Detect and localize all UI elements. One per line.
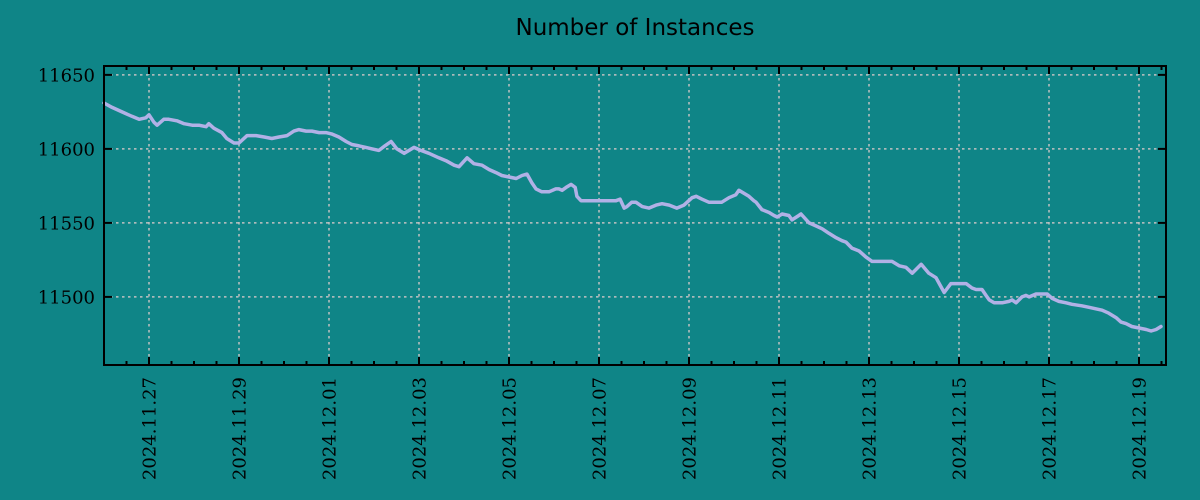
x-tick-label: 2024.12.15 xyxy=(950,377,971,480)
x-tick-label: 2024.12.07 xyxy=(590,377,611,480)
y-tick-label: 11650 xyxy=(38,65,95,86)
x-tick-label: 2024.12.05 xyxy=(500,377,521,480)
x-tick-label: 2024.12.11 xyxy=(770,377,791,480)
x-tick-label: 2024.12.03 xyxy=(410,377,431,480)
x-tick-label: 2024.11.29 xyxy=(230,377,251,480)
x-tick-label: 2024.12.13 xyxy=(860,377,881,480)
y-tick-label: 11550 xyxy=(38,213,95,234)
x-tick-label: 2024.12.01 xyxy=(320,377,341,480)
x-tick-label: 2024.11.27 xyxy=(140,377,161,480)
y-axis-tick-labels: 11500 11550 11600 11650 xyxy=(38,65,95,308)
x-axis-tick-labels: 2024.11.27 2024.11.29 2024.12.01 2024.12.03… xyxy=(140,377,1151,480)
y-tick-label: 11600 xyxy=(38,139,95,160)
x-tick-label: 2024.12.17 xyxy=(1040,377,1061,480)
y-tick-label: 11500 xyxy=(38,287,95,308)
plot-border xyxy=(103,65,1167,366)
x-tick-label: 2024.12.19 xyxy=(1130,377,1151,480)
series-line-instances xyxy=(102,101,1163,333)
gridlines xyxy=(104,66,1166,365)
axis-ticks xyxy=(104,66,1166,365)
chart-title: Number of Instances xyxy=(515,15,755,41)
x-tick-label: 2024.12.09 xyxy=(680,377,701,480)
